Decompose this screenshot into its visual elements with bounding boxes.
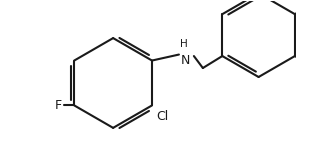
Text: F: F: [55, 99, 62, 112]
Text: N: N: [180, 54, 190, 67]
Text: H: H: [180, 39, 188, 49]
Text: Cl: Cl: [156, 110, 169, 123]
